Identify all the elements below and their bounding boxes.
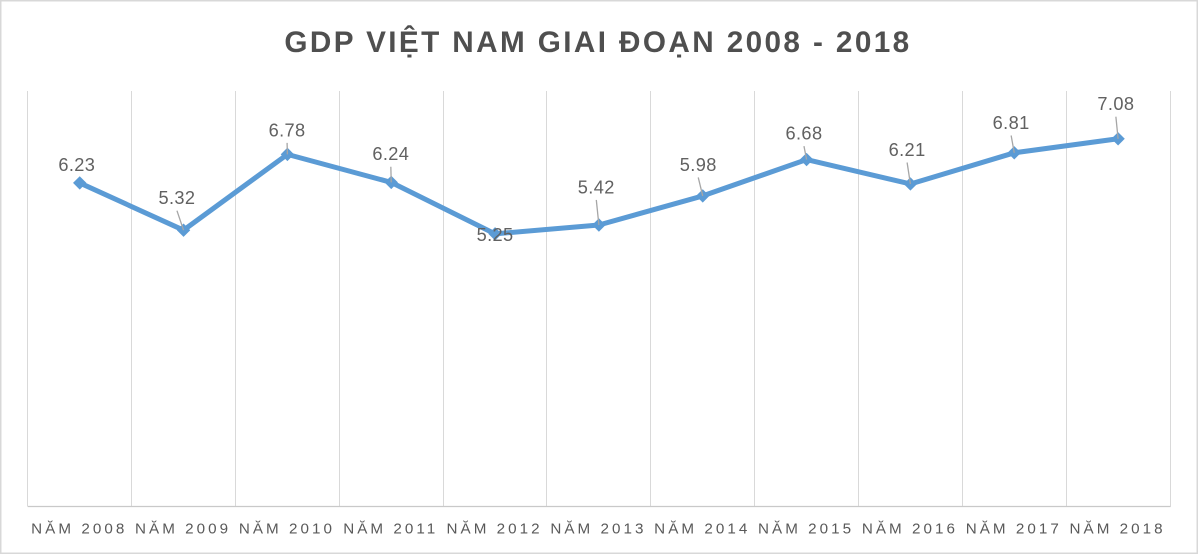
x-axis-label: NĂM 2013 <box>550 521 646 538</box>
data-label: 6.24 <box>372 144 409 164</box>
data-label: 6.68 <box>785 124 822 144</box>
data-label-leader-line <box>803 146 808 160</box>
data-label: 5.32 <box>158 188 195 208</box>
x-axis-label: NĂM 2017 <box>966 521 1062 538</box>
x-axis-label: NĂM 2018 <box>1070 521 1166 538</box>
data-label: 6.78 <box>269 120 306 140</box>
data-label-leader-line <box>906 162 912 185</box>
data-label: 7.08 <box>1097 94 1134 114</box>
x-axis-label: NĂM 2015 <box>758 521 854 538</box>
x-axis-label: NĂM 2012 <box>447 521 543 538</box>
x-axis-label: NĂM 2008 <box>31 521 127 538</box>
data-label: 6.23 <box>58 155 95 175</box>
x-axis-label: NĂM 2010 <box>239 521 335 538</box>
data-label-leader-line <box>595 199 600 226</box>
data-point-marker <box>384 175 398 190</box>
x-axis-label: NĂM 2011 <box>343 521 438 538</box>
chart-title: GDP VIỆT NAM GIAI ĐOẠN 2008 - 2018 <box>284 25 912 59</box>
data-label-leader-line <box>1115 116 1119 139</box>
x-axis-label: NĂM 2009 <box>135 521 231 538</box>
data-point-marker <box>488 227 502 241</box>
data-label: 6.21 <box>889 140 926 160</box>
data-label-leader-line <box>697 177 704 197</box>
x-axis-label: NĂM 2014 <box>654 521 750 538</box>
data-point-marker <box>73 176 87 190</box>
data-point-marker <box>280 147 295 162</box>
data-point-marker <box>1007 146 1021 160</box>
data-label-leader-line <box>176 210 185 231</box>
data-label: 5.42 <box>578 177 615 197</box>
x-axis-label: NĂM 2016 <box>862 521 958 538</box>
data-label: 5.98 <box>680 155 717 175</box>
data-label-leader-line <box>1010 135 1015 153</box>
data-label: 5.25 <box>477 225 514 245</box>
data-label: 6.81 <box>993 113 1030 133</box>
